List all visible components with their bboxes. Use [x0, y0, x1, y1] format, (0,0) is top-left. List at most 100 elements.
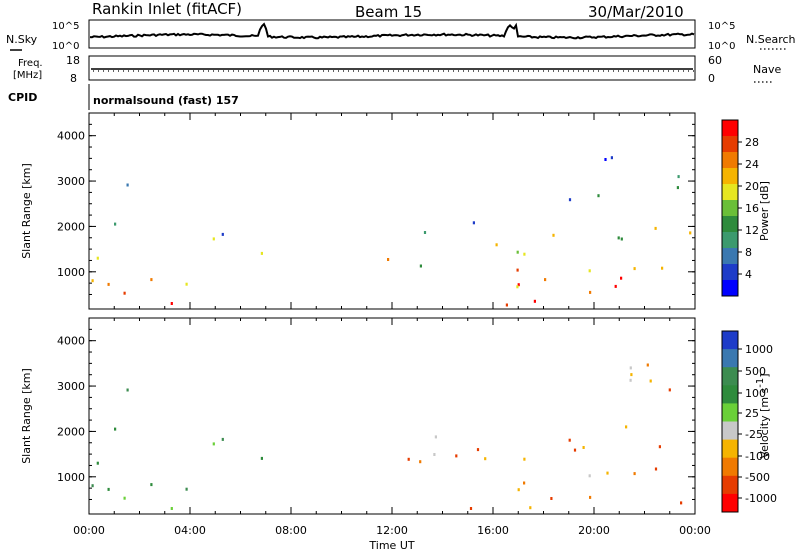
power-heatmap-data — [91, 156, 692, 307]
velocity-cbar-label: Velocity [m s-1] — [755, 373, 771, 458]
heatmap-cell — [91, 484, 94, 488]
heatmap-cell — [668, 388, 671, 392]
heatmap-cell — [107, 487, 110, 491]
colorbar-swatch — [722, 475, 738, 495]
heatmap-cell — [630, 373, 633, 377]
xtick-label: 20:00 — [578, 524, 610, 537]
heatmap-cell — [568, 438, 571, 442]
colorbar-swatch — [722, 385, 738, 404]
heatmap-cell — [588, 269, 591, 273]
colorbar-swatch — [722, 367, 738, 386]
noise-panel: N.Sky 10^5 10^0 10^5 10^0 N.Search — [6, 19, 796, 52]
freq-frame — [88, 55, 696, 81]
vel-label-3: ] — [758, 373, 771, 377]
noise-trace — [89, 22, 695, 40]
heatmap-cell — [523, 252, 526, 256]
colorbar-swatch — [722, 457, 738, 477]
xtick-label: 00:00 — [679, 524, 711, 537]
xtick-label: 00:00 — [73, 524, 105, 537]
freq-tick-top: 18 — [66, 54, 80, 67]
power-ylabel: Slant Range [km] — [20, 163, 33, 259]
colorbar-label: 8 — [745, 246, 752, 259]
heatmap-cell — [170, 302, 173, 305]
colorbar-swatch — [722, 248, 738, 265]
heatmap-cell — [661, 266, 664, 270]
heatmap-cell — [610, 156, 613, 160]
heatmap-cell — [123, 291, 126, 295]
heatmap-cell — [419, 264, 422, 268]
heatmap-cell — [620, 237, 623, 241]
heatmap-cell — [589, 290, 592, 294]
noise-right-label: N.Search — [746, 33, 796, 46]
heatmap-cell — [533, 299, 536, 303]
colorbar-label: 24 — [745, 158, 759, 171]
heatmap-cell — [212, 442, 215, 446]
colorbar-label: 25 — [745, 407, 759, 420]
velocity-frame — [88, 317, 696, 515]
heatmap-cell — [614, 284, 617, 288]
xtick-label: 08:00 — [275, 524, 307, 537]
freq-label-1: Freq. — [18, 58, 43, 69]
heatmap-cell — [150, 483, 153, 487]
heatmap-cell — [646, 363, 649, 367]
freq-panel: Freq. [MHz] 18 8 60 0 Nave — [13, 54, 781, 85]
heatmap-cell — [604, 158, 607, 161]
power-axes: 1000 2000 3000 4000 — [57, 112, 696, 309]
heatmap-cell — [221, 437, 224, 441]
heatmap-cell — [589, 495, 592, 499]
heatmap-cell — [185, 282, 188, 286]
freq-tick-bottom: 8 — [70, 72, 77, 85]
heatmap-cell — [629, 366, 632, 370]
heatmap-cell — [185, 487, 188, 491]
vel-label-2: [m s — [758, 387, 771, 412]
heatmap-cell — [114, 427, 117, 431]
ytick-label: 4000 — [57, 130, 85, 143]
heatmap-cell — [552, 233, 555, 237]
velocity-heatmap-data — [91, 363, 683, 510]
heatmap-cell — [658, 445, 661, 449]
ytick-label: 1000 — [57, 266, 85, 279]
heatmap-cell — [633, 472, 636, 476]
heatmap-cell — [221, 232, 224, 236]
heatmap-cell — [126, 388, 129, 392]
ytick-label: 3000 — [57, 380, 85, 393]
heatmap-cell — [516, 250, 519, 254]
xtick-label: 16:00 — [477, 524, 509, 537]
colorbar-swatch — [722, 421, 738, 441]
heatmap-cell — [516, 268, 519, 272]
heatmap-cell — [126, 183, 129, 187]
heatmap-cell — [523, 457, 526, 461]
colorbar-label: 1000 — [745, 343, 773, 356]
heatmap-cell — [617, 236, 620, 240]
colorbar-label: 28 — [745, 136, 759, 149]
heatmap-cell — [680, 501, 683, 505]
colorbar-swatch — [722, 216, 738, 233]
heatmap-cell — [582, 446, 585, 449]
heatmap-cell — [654, 226, 657, 230]
colorbar-label: -1000 — [745, 492, 777, 505]
cpid-value: normalsound (fast) 157 — [93, 94, 239, 107]
velocity-axes: 1000 2000 3000 4000 — [57, 317, 696, 514]
power-panel: 1000 2000 3000 4000 Slant Range [km] 4 8 12 16… — [20, 112, 771, 310]
heatmap-cell — [620, 276, 623, 280]
xtick-label: 04:00 — [174, 524, 206, 537]
heatmap-cell — [472, 221, 475, 225]
heatmap-cell — [597, 194, 600, 198]
ytick-label: 1000 — [57, 471, 85, 484]
nave-label: Nave — [753, 63, 781, 76]
colorbar-swatch — [722, 120, 738, 137]
heatmap-cell — [91, 279, 94, 283]
heatmap-cell — [123, 496, 126, 500]
noise-right-tick-top: 10^5 — [708, 21, 735, 32]
heatmap-cell — [96, 461, 99, 465]
cpid-label: CPID — [8, 91, 37, 104]
colorbar-label: -500 — [745, 471, 770, 484]
heatmap-cell — [529, 506, 532, 510]
freq-label-2: [MHz] — [13, 70, 42, 81]
heatmap-cell — [517, 488, 520, 492]
nave-tick-top: 60 — [708, 54, 722, 67]
heatmap-cell — [544, 278, 547, 282]
colorbar-label: -25 — [745, 428, 763, 441]
colorbar-label: 12 — [745, 224, 759, 237]
